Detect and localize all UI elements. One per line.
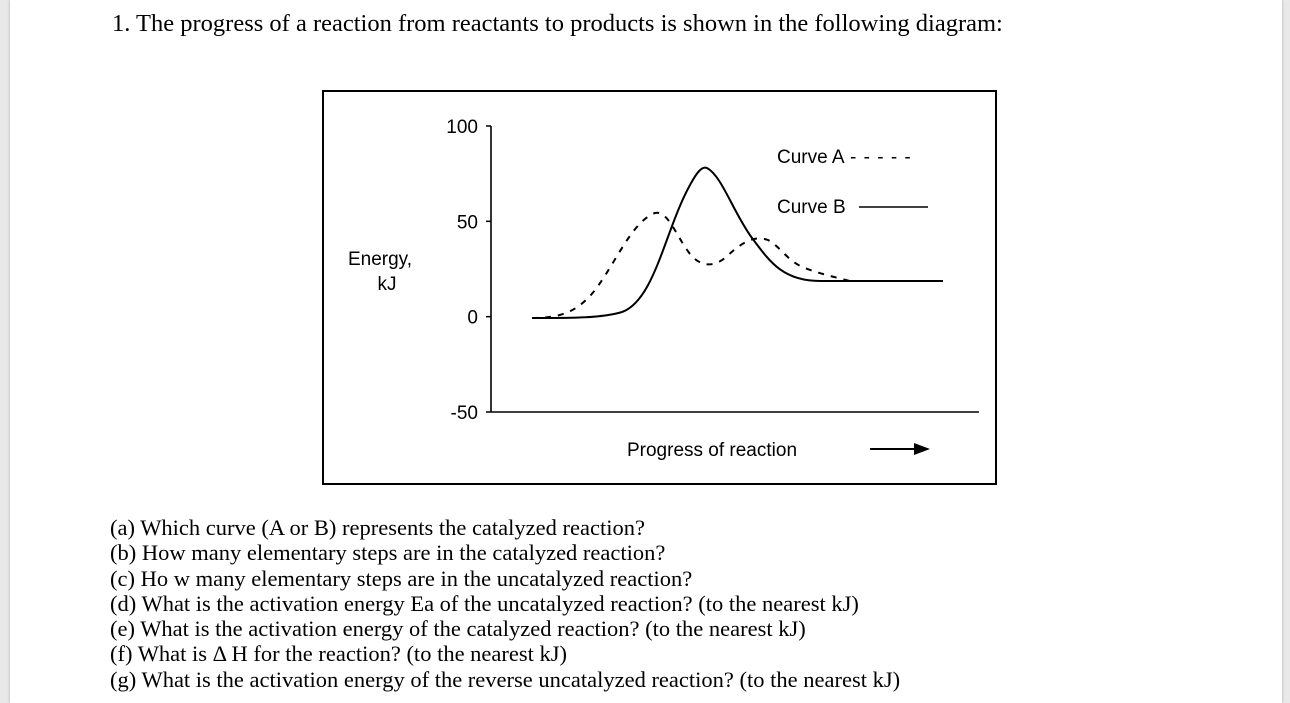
y-tick-label: 100 — [446, 117, 478, 138]
y-axis-label-line1: Energy, — [348, 249, 412, 270]
y-tick-label: 50 — [457, 212, 478, 233]
diagram-frame — [322, 90, 997, 485]
question-e: (e) What is the activation energy of the… — [110, 616, 806, 642]
question-b: (b) How many elementary steps are in the… — [110, 540, 666, 566]
y-ticks: 100 50 0 -50 — [446, 117, 491, 424]
question-d: (d) What is the activation energy Ea of … — [110, 590, 859, 616]
question-title: 1. The progress of a reaction from react… — [112, 10, 1003, 37]
question-f: (f) What is Δ H for the reaction? (to th… — [110, 641, 568, 667]
question-g: (g) What is the activation energy of the… — [110, 666, 901, 692]
y-tick-label: 0 — [467, 308, 478, 329]
curve-b-solid-line — [531, 166, 943, 319]
curve-a-dashed-line — [531, 211, 851, 319]
legend-curve-b-label: Curve B — [777, 197, 846, 218]
legend-curve-a-label: Curve A — [777, 147, 845, 168]
legend-curve-a-marker: - - - - - — [850, 147, 912, 168]
y-tick-label: -50 — [451, 403, 478, 424]
question-a: (a) Which curve (A or B) represents the … — [110, 515, 645, 540]
question-list: (a) Which curve (A or B) represents the … — [110, 515, 900, 692]
x-axis-label: Progress of reaction — [627, 440, 797, 461]
question-c: (c) Ho w many elementary steps are in th… — [110, 565, 693, 591]
y-axis-label-line2: kJ — [378, 274, 397, 295]
x-axis-arrow-head — [914, 443, 930, 455]
